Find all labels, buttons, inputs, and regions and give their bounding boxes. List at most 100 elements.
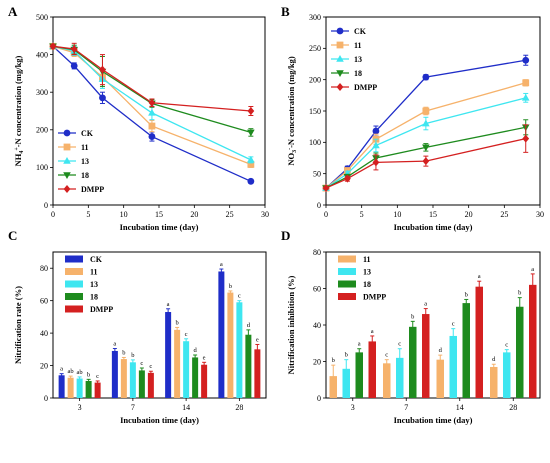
panel-d-legend-swatch-dmpp	[338, 293, 356, 300]
panel-b-legend-label: 11	[354, 41, 362, 50]
panel-d-sig-letter: c	[385, 352, 388, 359]
panel-c-bar-s11	[67, 377, 74, 398]
panel-d-legend-swatch-s11	[338, 255, 356, 263]
panel-d-xtick-label: 7	[404, 403, 408, 412]
panel-d-bar-s18	[409, 326, 417, 398]
panel-d-ylabel: Nitrification inhibition (%)	[286, 275, 296, 374]
panel-a-point-dmpp	[247, 107, 255, 115]
panel-b-xtick-label: 5	[360, 210, 364, 219]
panel-b-ytick-label: 250	[309, 44, 321, 53]
panel-b-series-dmpp	[322, 124, 530, 193]
panel-a-point-s11	[148, 122, 156, 130]
panel-b-panel-letter: B	[281, 4, 290, 19]
panel-d: 0 20 40 60 80 Incubation time (day) Nitrificat…	[281, 228, 541, 425]
panel-c-bar-s13	[76, 378, 83, 398]
panel-a-xtick-label: 15	[155, 210, 163, 219]
panel-d-legend-label: DMPP	[363, 293, 386, 302]
panel-c-xtick-label: 14	[182, 403, 190, 412]
panel-a-legend-label: 11	[81, 143, 89, 152]
panel-c-sig-letter: b	[176, 319, 179, 326]
panel-a-ytick-label: 100	[36, 163, 48, 172]
panel-b-legend-label: 18	[354, 69, 362, 78]
panel-c-ytick-label: 40	[40, 329, 48, 338]
panel-c-bar-s13	[183, 341, 190, 398]
panel-a-xtick-label: 30	[261, 210, 269, 219]
panel-d-sig-letter: d	[439, 347, 443, 354]
panel-d-bar-s13	[503, 352, 511, 398]
panel-a-xtick-label: 25	[226, 210, 234, 219]
panel-d-bar-s18	[516, 306, 524, 398]
panel-a-xtick-label: 0	[51, 210, 55, 219]
panel-d-sig-letter: a	[424, 301, 427, 308]
panel-b-point-ck	[522, 56, 530, 64]
panel-c-sig-letter: d	[247, 322, 251, 329]
panel-d-legend: 11 13 18 DMPP	[338, 255, 386, 302]
panel-a-point-dmpp	[70, 44, 78, 53]
panel-c-sig-letter: c	[238, 293, 241, 300]
panel-a-legend-label: 18	[81, 171, 89, 180]
panel-c-ylabel: Nitrification rate (%)	[13, 286, 23, 364]
panel-d-bar-s13	[449, 335, 457, 398]
panel-c-sig-letter: b	[122, 349, 125, 356]
panel-b-point-ck	[422, 73, 430, 81]
panel-b-ytick-label: 150	[309, 107, 321, 116]
panel-b-legend-marker-s13	[336, 55, 344, 62]
panel-a-point-dmpp	[49, 42, 57, 51]
panel-b-legend-label: 13	[354, 55, 362, 64]
panel-d-legend-label: 13	[363, 268, 371, 277]
panel-c-ytick-label: 0	[44, 394, 48, 403]
panel-c-sig-letter: c	[149, 363, 152, 370]
panel-c-sig-letter: a	[167, 301, 170, 308]
panel-a-ytick-label: 300	[36, 88, 48, 97]
panel-b-legend-marker-s18	[336, 70, 344, 77]
panel-b-point-s13	[372, 141, 380, 149]
panel-b-point-dmpp	[422, 157, 430, 166]
panel-c-bar-s13	[236, 302, 243, 398]
panel-c-bar-dmpp	[147, 372, 154, 398]
panel-a-legend-marker-s11	[63, 143, 71, 151]
panel-d-sig-letter: a	[531, 266, 534, 273]
panel-d-sig-letter: a	[478, 273, 481, 280]
panel-b-ytick-label: 50	[313, 169, 321, 178]
panel-a-point-s11	[247, 160, 255, 168]
panel-a-legend-label: CK	[81, 129, 94, 138]
panel-b-ylabel: NO3--N concentration (mg/kg)	[286, 56, 298, 166]
panel-c-sig-letter: c	[96, 373, 99, 380]
panel-d-panel-letter: D	[281, 228, 290, 243]
panel-b-xtick-label: 25	[500, 210, 508, 219]
panel-d-sig-letter: a	[358, 341, 361, 348]
panel-a-ytick-label: 400	[36, 50, 48, 59]
panel-a-legend-marker-s13	[63, 157, 71, 164]
panel-c-ytick-label: 60	[40, 296, 48, 305]
panel-d-bar-s18	[355, 352, 363, 398]
panel-a-point-s13	[148, 108, 156, 116]
panel-b-legend-marker-s11	[336, 41, 344, 49]
panel-b-xtick-label: 10	[393, 210, 401, 219]
panel-c-sig-letter: e	[256, 336, 259, 343]
panel-c-legend-swatch-s18	[65, 293, 83, 300]
panel-c-bar-s11	[227, 292, 234, 398]
panel-a-legend-label: 13	[81, 157, 89, 166]
panel-c-bar-s18	[192, 357, 199, 398]
panel-d-sig-letter: d	[492, 356, 496, 363]
panel-c-xlabel: Incubation time (day)	[120, 415, 199, 425]
panel-d-legend-label: 18	[363, 280, 371, 289]
panel-b-point-dmpp	[344, 174, 351, 183]
panel-c-xtick-label: 3	[78, 403, 82, 412]
panel-a-ylabel: NH4+-N concentration (mg/kg)	[13, 55, 25, 166]
panel-d-xtick-label: 28	[509, 403, 517, 412]
panel-a-point-ck	[247, 177, 255, 185]
panel-c-bar-s11	[174, 329, 181, 398]
panel-a-point-dmpp	[148, 98, 156, 107]
panel-a-point-ck	[70, 62, 78, 70]
panel-c-sig-letter: d	[194, 347, 198, 354]
panel-d-legend-swatch-s13	[338, 268, 356, 275]
panel-d-sig-letter: b	[345, 352, 348, 359]
panel-b-point-s11	[522, 79, 530, 87]
panel-c-bar-dmpp	[254, 349, 261, 398]
panel-c-frame	[52, 251, 267, 399]
panel-d-bar-s11	[436, 359, 444, 398]
